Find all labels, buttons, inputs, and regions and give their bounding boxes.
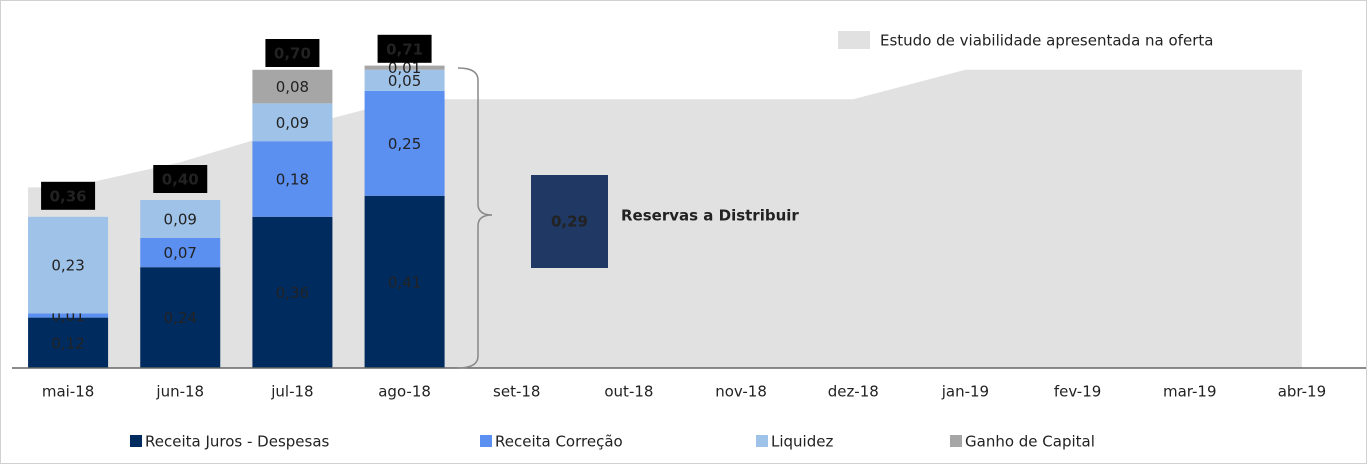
x-tick-label: abr-19 (1278, 383, 1326, 401)
legend-swatch (838, 31, 870, 49)
bar-segment (28, 317, 109, 368)
bar-segment (28, 313, 109, 318)
legend-label: Ganho de Capital (965, 433, 1095, 451)
bar-segment (364, 65, 445, 70)
reserve-box (531, 175, 608, 268)
x-tick-label: dez-18 (828, 383, 879, 401)
total-box (153, 165, 208, 193)
x-tick-label: nov-18 (715, 383, 767, 401)
bar-segment (28, 216, 109, 314)
data-label: 0,09 (164, 210, 197, 228)
x-tick-label: ago-18 (378, 383, 431, 401)
data-label: 0,41 (388, 273, 421, 291)
legend-swatch (130, 435, 142, 447)
legend-swatch (756, 435, 768, 447)
data-label: 0,09 (276, 114, 309, 132)
reserve-text: Reservas a Distribuir (621, 207, 799, 225)
data-label: 0,24 (164, 309, 197, 327)
data-label: 0,05 (388, 72, 421, 90)
x-tick-label: jan-19 (941, 383, 989, 401)
bar-segment (364, 195, 445, 368)
total-label: 0,70 (274, 45, 311, 63)
x-tick-label: mar-19 (1163, 383, 1217, 401)
total-box (377, 34, 432, 63)
x-tick-label: jun-18 (155, 383, 204, 401)
bar-segment (252, 103, 333, 142)
x-tick-label: fev-19 (1054, 383, 1101, 401)
reserve-value: 0,29 (551, 213, 588, 231)
total-box (41, 181, 96, 210)
bar-segment (140, 237, 221, 268)
data-label: 0,18 (276, 171, 309, 189)
legend-swatch (480, 435, 492, 447)
bar-segment (252, 216, 333, 368)
bar-segment (140, 267, 221, 368)
data-label: 0,01 (388, 59, 421, 77)
data-label: 0,23 (51, 257, 84, 275)
x-tick-label: out-18 (604, 383, 653, 401)
x-tick-label: mai-18 (42, 383, 94, 401)
total-box (265, 39, 320, 67)
total-label: 0,71 (386, 40, 423, 58)
bracket (457, 67, 493, 369)
total-label: 0,40 (162, 171, 199, 189)
bar-segment (140, 200, 221, 238)
legend-label: Receita Correção (495, 433, 623, 451)
bar-segment (364, 69, 445, 91)
bar-segment (364, 90, 445, 196)
legend-label: Estudo de viabilidade apresentada na ofe… (880, 32, 1213, 50)
area (28, 69, 1302, 369)
x-tick-label: jul-18 (270, 383, 313, 401)
data-label: 0,07 (164, 244, 197, 262)
data-label: 0,36 (276, 284, 309, 302)
legend-label: Receita Juros - Despesas (145, 433, 330, 451)
bar-segment (252, 141, 333, 217)
bar-segment (252, 69, 333, 104)
data-label: 0,08 (276, 78, 309, 96)
legend-swatch (950, 435, 962, 447)
legend-label: Liquidez (771, 433, 833, 451)
total-label: 0,36 (50, 187, 87, 205)
data-label: 0,25 (388, 135, 421, 153)
data-label: 0,12 (51, 334, 84, 352)
x-tick-label: set-18 (493, 383, 540, 401)
